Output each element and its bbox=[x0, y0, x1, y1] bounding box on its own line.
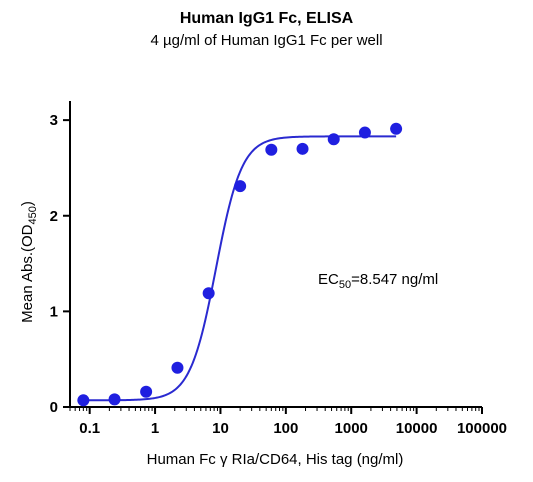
y-ticks: 0 1 2 3 bbox=[50, 112, 70, 416]
data-point bbox=[390, 122, 403, 135]
data-point bbox=[171, 361, 184, 374]
data-point bbox=[140, 385, 153, 398]
x-tick-label: 10 bbox=[212, 420, 229, 437]
y-tick-label: 1 bbox=[50, 303, 58, 320]
data-point bbox=[108, 393, 121, 406]
y-tick-label: 3 bbox=[50, 112, 58, 129]
y-tick-label: 0 bbox=[50, 399, 58, 416]
fit-curve bbox=[83, 135, 397, 402]
x-tick-label: 1000 bbox=[335, 420, 368, 437]
x-tick-label: 100000 bbox=[457, 420, 507, 437]
y-tick-label: 2 bbox=[50, 208, 58, 225]
data-point bbox=[358, 126, 371, 139]
x-tick-label: 100 bbox=[273, 420, 298, 437]
x-tick-label: 0.1 bbox=[79, 420, 100, 437]
data-point bbox=[327, 133, 340, 146]
data-point bbox=[77, 394, 90, 407]
data-point bbox=[296, 142, 309, 155]
x-tick-label: 1 bbox=[151, 420, 159, 437]
ec50-annotation: EC50=8.547 ng/ml bbox=[318, 271, 438, 291]
data-point bbox=[265, 143, 278, 156]
x-tick-label: 10000 bbox=[396, 420, 438, 437]
x-ticks: 0.1 1 10 100 1000 10000 100000 bbox=[69, 407, 507, 437]
y-axis-label: Mean Abs.(OD450) bbox=[19, 201, 39, 323]
data-points bbox=[77, 122, 403, 407]
chart-subtitle: 4 µg/ml of Human IgG1 Fc per well bbox=[150, 32, 383, 49]
data-point bbox=[234, 180, 247, 193]
chart-title: Human IgG1 Fc, ELISA bbox=[179, 10, 354, 27]
x-axis-label: Human Fc γ RIa/CD64, His tag (ng/ml) bbox=[147, 451, 404, 468]
data-point bbox=[202, 287, 215, 300]
